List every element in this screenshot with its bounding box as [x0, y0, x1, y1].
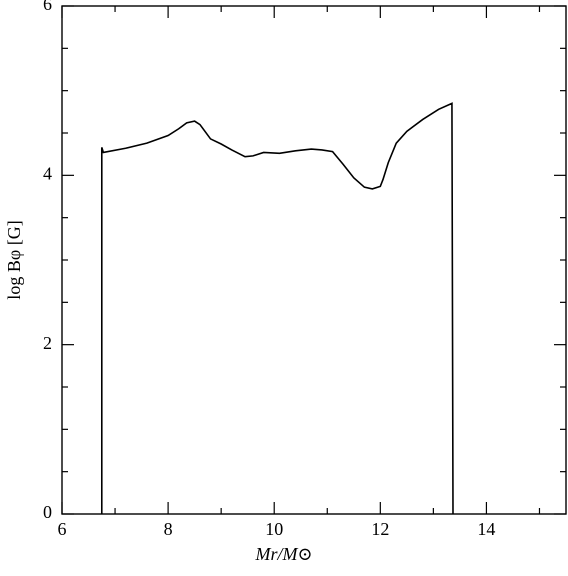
- plot-frame: [61, 5, 567, 515]
- x-tick-label: 10: [265, 519, 283, 539]
- y-axis-label: log Bφ [G]: [4, 220, 24, 299]
- data-line: [100, 102, 454, 515]
- y-tick-label: 0: [43, 502, 52, 522]
- y-tick-label: 6: [43, 0, 52, 14]
- x-tick-label: 8: [164, 519, 173, 539]
- x-tick-label: 6: [58, 519, 67, 539]
- y-tick-label: 4: [43, 163, 52, 183]
- x-axis-label: Mr/M⊙: [254, 544, 312, 564]
- y-tick-label: 2: [43, 333, 52, 353]
- x-tick-label: 14: [477, 519, 495, 539]
- x-tick-label: 12: [371, 519, 389, 539]
